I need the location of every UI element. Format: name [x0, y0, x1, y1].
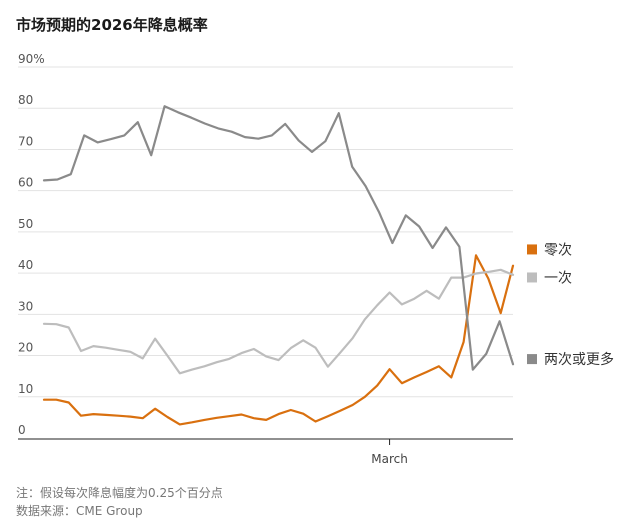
y-tick-label: 40: [18, 258, 33, 272]
series-layer: [42, 105, 515, 426]
y-tick-label: 10: [18, 382, 33, 396]
legend-label: 两次或更多: [544, 351, 614, 368]
y-tick-label: 50: [18, 217, 33, 231]
x-tick-label: March: [371, 452, 408, 466]
legend-swatch: [527, 272, 537, 283]
y-tick-label: 30: [18, 299, 33, 313]
series-line-1: [42, 268, 515, 375]
y-tick-label: 90%: [18, 52, 45, 66]
legend-swatch: [527, 354, 537, 365]
x-axis: March: [18, 438, 513, 466]
y-tick-label: 0: [18, 423, 26, 437]
series-line-0: [42, 254, 515, 426]
y-tick-label: 20: [18, 341, 33, 355]
footnote: 注：假设每次降息幅度为0.25个百分点: [16, 486, 223, 500]
y-tick-label: 60: [18, 176, 33, 190]
data-source: 数据来源：CME Group: [16, 504, 143, 518]
y-tick-label: 80: [18, 93, 33, 107]
y-tick-label: 70: [18, 134, 33, 148]
legend-label: 一次: [544, 270, 572, 286]
y-axis-ticks: 0 10 20 30 40 50 60 70 80 90%: [18, 52, 45, 437]
chart-title: 市场预期的2026年降息概率: [16, 16, 208, 34]
series-line-2: [42, 105, 515, 371]
legend-swatch: [527, 244, 537, 255]
legend-label: 零次: [544, 242, 572, 258]
